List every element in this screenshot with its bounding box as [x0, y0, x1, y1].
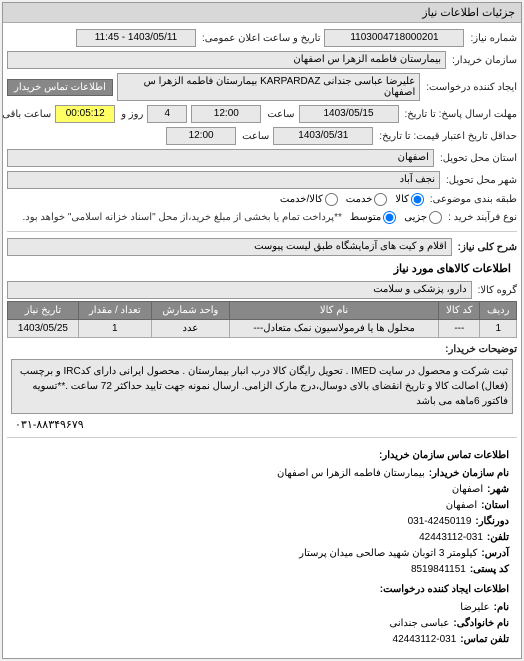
deadline-time-field: 12:00	[191, 105, 261, 123]
buy-mid-radio[interactable]	[383, 211, 396, 224]
req-contact-title: اطلاعات ایجاد کننده درخواست:	[15, 582, 509, 598]
addr-value: کیلومتر 3 اتوبان شهید صالحی میدان پرستار	[299, 546, 477, 562]
package-label: طبقه بندی موضوعی:	[428, 194, 517, 205]
deadline-time-label: ساعت	[265, 109, 294, 120]
ccity-value: اصفهان	[452, 482, 483, 498]
buy-small-radio[interactable]	[429, 211, 442, 224]
desc-label: شرح کلی نیاز:	[456, 242, 517, 253]
city-field: نجف آباد	[7, 171, 440, 189]
family-label: نام خانوادگی:	[453, 616, 509, 632]
buy-small-option[interactable]: جزیی	[404, 211, 442, 224]
deadline-date-field: 1403/05/15	[299, 105, 399, 123]
buy-mid-option[interactable]: متوسط	[350, 211, 396, 224]
name-value: علیرضا	[460, 600, 489, 616]
table-row[interactable]: 1---محلول ها یا فرمولاسیون نمک متعادل---…	[8, 320, 517, 338]
tel-label: تلفن:	[487, 530, 509, 546]
table-cell: 1	[480, 320, 517, 338]
credit-label: حداقل تاریخ اعتبار قیمت: تا تاریخ:	[377, 131, 517, 142]
family-value: عباسی جندانی	[389, 616, 449, 632]
table-header: کد کالا	[439, 302, 480, 320]
timer-field: 00:05:12	[55, 105, 115, 123]
items-table: ردیفکد کالانام کالاواحد شمارشتعداد / مقد…	[7, 301, 517, 338]
credit-date-field: 1403/05/31	[273, 127, 373, 145]
form-area: شماره نیاز: 1103004718000201 تاریخ و ساع…	[3, 23, 521, 658]
pkg-both-radio[interactable]	[325, 193, 338, 206]
pkg-goods-radio[interactable]	[411, 193, 424, 206]
days-field: 4	[147, 105, 187, 123]
mtel-value: 42443112-031	[393, 632, 457, 648]
pkg-both-option[interactable]: کالا/خدمت	[280, 193, 338, 206]
addr-label: آدرس:	[481, 546, 509, 562]
cprov-value: اصفهان	[446, 498, 477, 514]
announce-field: 1403/05/11 - 11:45	[76, 29, 196, 47]
credit-time-label: ساعت	[240, 131, 269, 142]
org-label: نام سازمان خریدار:	[429, 466, 509, 482]
name-label: نام:	[494, 600, 509, 616]
table-header: واحد شمارش	[151, 302, 229, 320]
pkg-service-option[interactable]: خدمت	[346, 193, 388, 206]
req-no-field: 1103004718000201	[324, 29, 464, 47]
cprov-label: استان:	[481, 498, 509, 514]
buyer-desc-box: ثبت شرکت و محصول در سایت IMED . تحویل را…	[11, 359, 513, 414]
table-header: ردیف	[480, 302, 517, 320]
pkg-goods-option[interactable]: کالا	[395, 193, 424, 206]
buy-note: **پرداخت تمام یا بخشی از مبلغ خرید،از مح…	[18, 210, 345, 225]
fax-label: دورنگار:	[475, 514, 509, 530]
announce-label: تاریخ و ساعت اعلان عمومی:	[200, 33, 321, 44]
mtel-label: تلفن تماس:	[460, 632, 509, 648]
org-value: بیمارستان فاطمه الزهرا س اصفهان	[277, 466, 425, 482]
deadline-label: مهلت ارسال پاسخ: تا تاریخ:	[403, 109, 517, 120]
contact-button[interactable]: اطلاعات تماس خریدار	[7, 79, 113, 96]
city-label: شهر محل تحویل:	[444, 175, 517, 186]
details-panel: جزئیات اطلاعات نیاز شماره نیاز: 11030047…	[2, 2, 522, 659]
req-no-label: شماره نیاز:	[468, 33, 517, 44]
package-radio-group: کالا خدمت کالا/خدمت	[280, 193, 424, 206]
ccity-label: شهر:	[487, 482, 509, 498]
province-field: اصفهان	[7, 149, 434, 167]
group-field: دارو، پزشکی و سلامت	[7, 281, 472, 299]
table-header: تعداد / مقدار	[78, 302, 151, 320]
credit-time-field: 12:00	[166, 127, 236, 145]
province-label: استان محل تحویل:	[438, 153, 517, 164]
table-cell: 1403/05/25	[8, 320, 79, 338]
table-header: تاریخ نیاز	[8, 302, 79, 320]
table-cell: عدد	[151, 320, 229, 338]
buyer-field: بیمارستان فاطمه الزهرا س اصفهان	[7, 51, 446, 69]
tel-value: 42443112-031	[419, 530, 483, 546]
remain-label: ساعت باقی مانده	[0, 109, 51, 120]
contact-title: اطلاعات تماس سازمان خریدار:	[15, 448, 509, 464]
buytype-radio-group: جزیی متوسط	[350, 211, 442, 224]
table-cell: محلول ها یا فرمولاسیون نمک متعادل---	[230, 320, 439, 338]
buytype-label: نوع فرآیند خرید :	[446, 212, 517, 223]
contact-block: اطلاعات تماس سازمان خریدار: نام سازمان خ…	[7, 442, 517, 654]
fax-value: 031-42450119	[408, 514, 472, 530]
buyer-desc-label: توضیحات خریدار:	[443, 344, 517, 355]
panel-title: جزئیات اطلاعات نیاز	[3, 3, 521, 23]
items-title: اطلاعات کالاهای مورد نیاز	[7, 258, 517, 279]
pkg-service-radio[interactable]	[374, 193, 387, 206]
creator-label: ایجاد کننده درخواست:	[424, 82, 517, 93]
table-header: نام کالا	[230, 302, 439, 320]
days-label: روز و	[119, 109, 143, 120]
creator-field: علیرضا عباسی جندانی KARPARDAZ بیمارستان …	[117, 73, 420, 101]
table-cell: ---	[439, 320, 480, 338]
buyer-label: سازمان خریدار:	[450, 55, 517, 66]
group-label: گروه کالا:	[476, 285, 517, 296]
table-cell: 1	[78, 320, 151, 338]
desc-field: اقلام و کیت های آزمایشگاه طبق لیست پیوست	[7, 238, 452, 256]
phone-line: ۰۳۱-۸۸۳۴۹۶۷۹	[7, 416, 517, 433]
